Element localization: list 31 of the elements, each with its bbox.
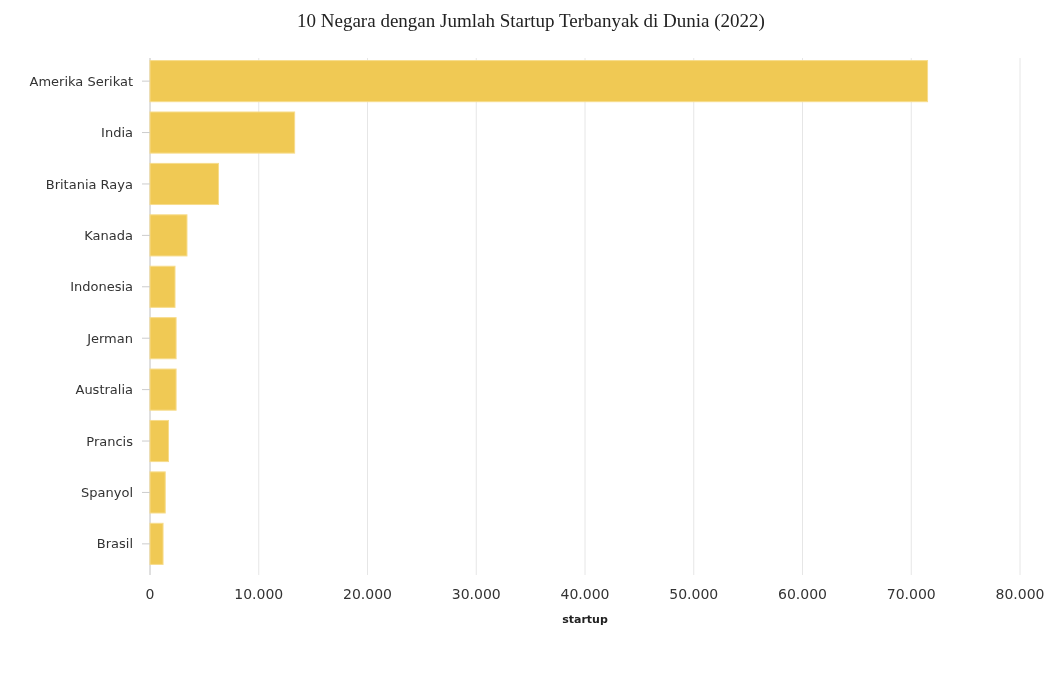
x-tick-label: 50.000 — [669, 586, 719, 602]
x-tick-label: 20.000 — [343, 586, 392, 602]
x-tick-label: 60.000 — [778, 586, 827, 602]
bar — [149, 162, 220, 206]
bar — [149, 522, 164, 565]
x-tick-label: 70.000 — [886, 586, 936, 602]
y-tick-label: Amerika Serikat — [29, 73, 133, 89]
bar — [149, 60, 929, 103]
x-tick-label: 40.000 — [560, 586, 610, 602]
y-tick-label: Brasil — [96, 536, 133, 552]
bar — [149, 368, 177, 411]
x-axis-title: startup — [562, 613, 608, 626]
y-tick-label: Australia — [75, 382, 133, 398]
y-tick-label: Kanada — [84, 227, 133, 243]
bar — [149, 419, 169, 463]
x-tick-label: 10.000 — [234, 586, 284, 602]
bar — [149, 471, 166, 514]
y-tick-label: Britania Raya — [45, 176, 133, 192]
bar — [149, 317, 177, 360]
chart-title: 10 Negara dengan Jumlah Startup Terbanyak di Dunia (2022) — [297, 10, 765, 32]
x-tick-label: 30.000 — [451, 586, 501, 602]
x-tick-label: 0 — [145, 586, 155, 602]
y-tick-label: Indonesia — [70, 279, 133, 295]
bar — [149, 214, 188, 257]
y-tick-label: Jerman — [86, 330, 133, 346]
x-tick-label: 80.000 — [995, 586, 1045, 602]
bar — [149, 265, 176, 308]
y-tick-label: Prancis — [86, 433, 134, 449]
y-tick-label: Spanyol — [81, 485, 133, 500]
y-tick-label: India — [101, 125, 133, 141]
bar — [149, 111, 296, 154]
